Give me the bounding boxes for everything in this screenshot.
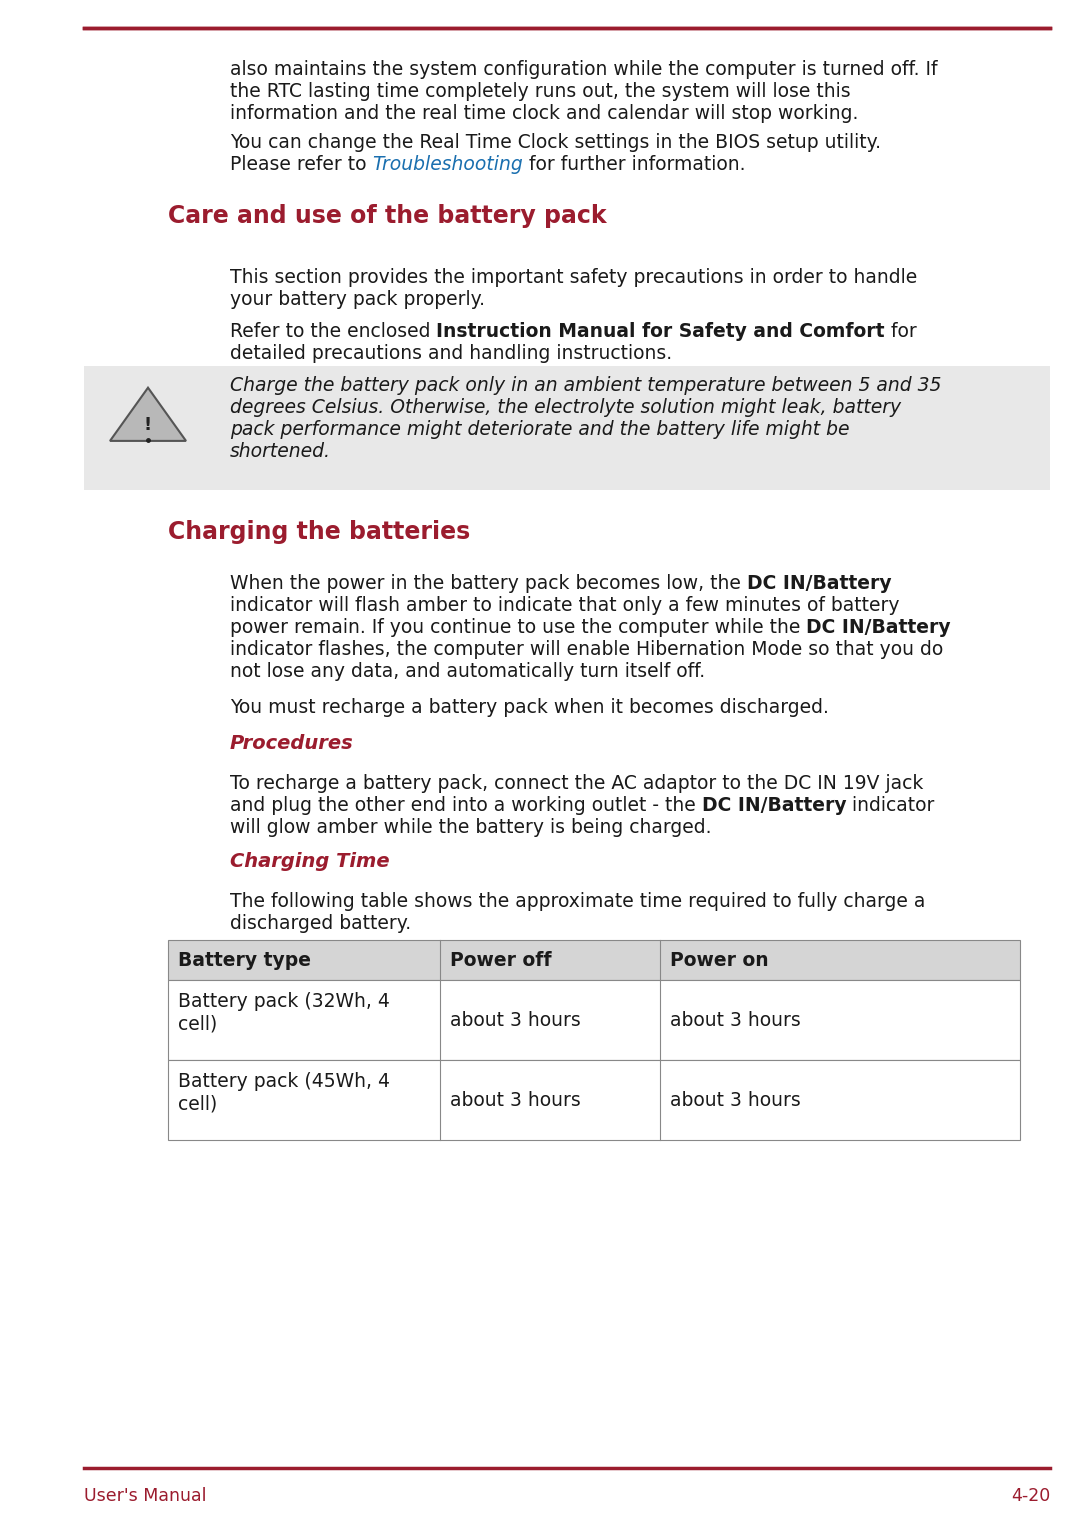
Text: not lose any data, and automatically turn itself off.: not lose any data, and automatically tur…: [230, 662, 705, 681]
FancyBboxPatch shape: [168, 980, 1020, 1060]
Text: You must recharge a battery pack when it becomes discharged.: You must recharge a battery pack when it…: [230, 698, 828, 716]
Text: information and the real time clock and calendar will stop working.: information and the real time clock and …: [230, 103, 859, 123]
Text: and plug the other end into a working outlet - the: and plug the other end into a working ou…: [230, 795, 702, 815]
Text: power remain. If you continue to use the computer while the: power remain. If you continue to use the…: [230, 618, 807, 637]
Text: discharged battery.: discharged battery.: [230, 914, 411, 932]
Text: Battery type: Battery type: [178, 951, 311, 969]
Text: cell): cell): [178, 1015, 217, 1033]
Text: about 3 hours: about 3 hours: [670, 1091, 800, 1109]
Text: Charging Time: Charging Time: [230, 852, 390, 872]
Text: When the power in the battery pack becomes low, the: When the power in the battery pack becom…: [230, 573, 747, 593]
FancyBboxPatch shape: [84, 367, 1050, 490]
Text: shortened.: shortened.: [230, 443, 330, 461]
Text: cell): cell): [178, 1094, 217, 1113]
Polygon shape: [110, 388, 186, 441]
Text: Battery pack (45Wh, 4: Battery pack (45Wh, 4: [178, 1072, 390, 1091]
Text: indicator: indicator: [847, 795, 935, 815]
Text: Please refer to: Please refer to: [230, 155, 373, 173]
Text: detailed precautions and handling instructions.: detailed precautions and handling instru…: [230, 344, 672, 364]
Text: about 3 hours: about 3 hours: [450, 1010, 581, 1030]
Text: Troubleshooting: Troubleshooting: [373, 155, 523, 173]
Text: Care and use of the battery pack: Care and use of the battery pack: [168, 204, 607, 228]
Text: Charge the battery pack only in an ambient temperature between 5 and 35: Charge the battery pack only in an ambie…: [230, 376, 942, 395]
Text: also maintains the system configuration while the computer is turned off. If: also maintains the system configuration …: [230, 59, 937, 79]
Text: DC IN/Battery: DC IN/Battery: [702, 795, 847, 815]
Text: will glow amber while the battery is being charged.: will glow amber while the battery is bei…: [230, 818, 712, 837]
Text: indicator flashes, the computer will enable Hibernation Mode so that you do: indicator flashes, the computer will ena…: [230, 640, 943, 659]
Text: about 3 hours: about 3 hours: [450, 1091, 581, 1109]
Text: Procedures: Procedures: [230, 735, 354, 753]
Text: This section provides the important safety precautions in order to handle: This section provides the important safe…: [230, 268, 917, 287]
Text: To recharge a battery pack, connect the AC adaptor to the DC IN 19V jack: To recharge a battery pack, connect the …: [230, 774, 923, 792]
Text: Power off: Power off: [450, 951, 552, 969]
Text: Refer to the enclosed: Refer to the enclosed: [230, 322, 436, 341]
Text: your battery pack properly.: your battery pack properly.: [230, 291, 485, 309]
Text: DC IN/Battery: DC IN/Battery: [807, 618, 951, 637]
Text: You can change the Real Time Clock settings in the BIOS setup utility.: You can change the Real Time Clock setti…: [230, 132, 881, 152]
Text: indicator will flash amber to indicate that only a few minutes of battery: indicator will flash amber to indicate t…: [230, 596, 900, 614]
Text: 4-20: 4-20: [1011, 1488, 1050, 1504]
FancyBboxPatch shape: [168, 940, 1020, 980]
Text: for further information.: for further information.: [523, 155, 746, 173]
Text: degrees Celsius. Otherwise, the electrolyte solution might leak, battery: degrees Celsius. Otherwise, the electrol…: [230, 399, 901, 417]
FancyBboxPatch shape: [168, 1060, 1020, 1141]
Text: DC IN/Battery: DC IN/Battery: [747, 573, 891, 593]
Text: Charging the batteries: Charging the batteries: [168, 520, 470, 545]
Text: !: !: [144, 417, 152, 433]
Text: User's Manual: User's Manual: [84, 1488, 206, 1504]
Text: pack performance might deteriorate and the battery life might be: pack performance might deteriorate and t…: [230, 420, 850, 440]
Text: the RTC lasting time completely runs out, the system will lose this: the RTC lasting time completely runs out…: [230, 82, 851, 100]
Text: about 3 hours: about 3 hours: [670, 1010, 800, 1030]
Text: Power on: Power on: [670, 951, 769, 969]
Text: Battery pack (32Wh, 4: Battery pack (32Wh, 4: [178, 992, 390, 1011]
Text: Instruction Manual for Safety and Comfort: Instruction Manual for Safety and Comfor…: [436, 322, 885, 341]
Text: for: for: [885, 322, 917, 341]
Text: The following table shows the approximate time required to fully charge a: The following table shows the approximat…: [230, 891, 926, 911]
